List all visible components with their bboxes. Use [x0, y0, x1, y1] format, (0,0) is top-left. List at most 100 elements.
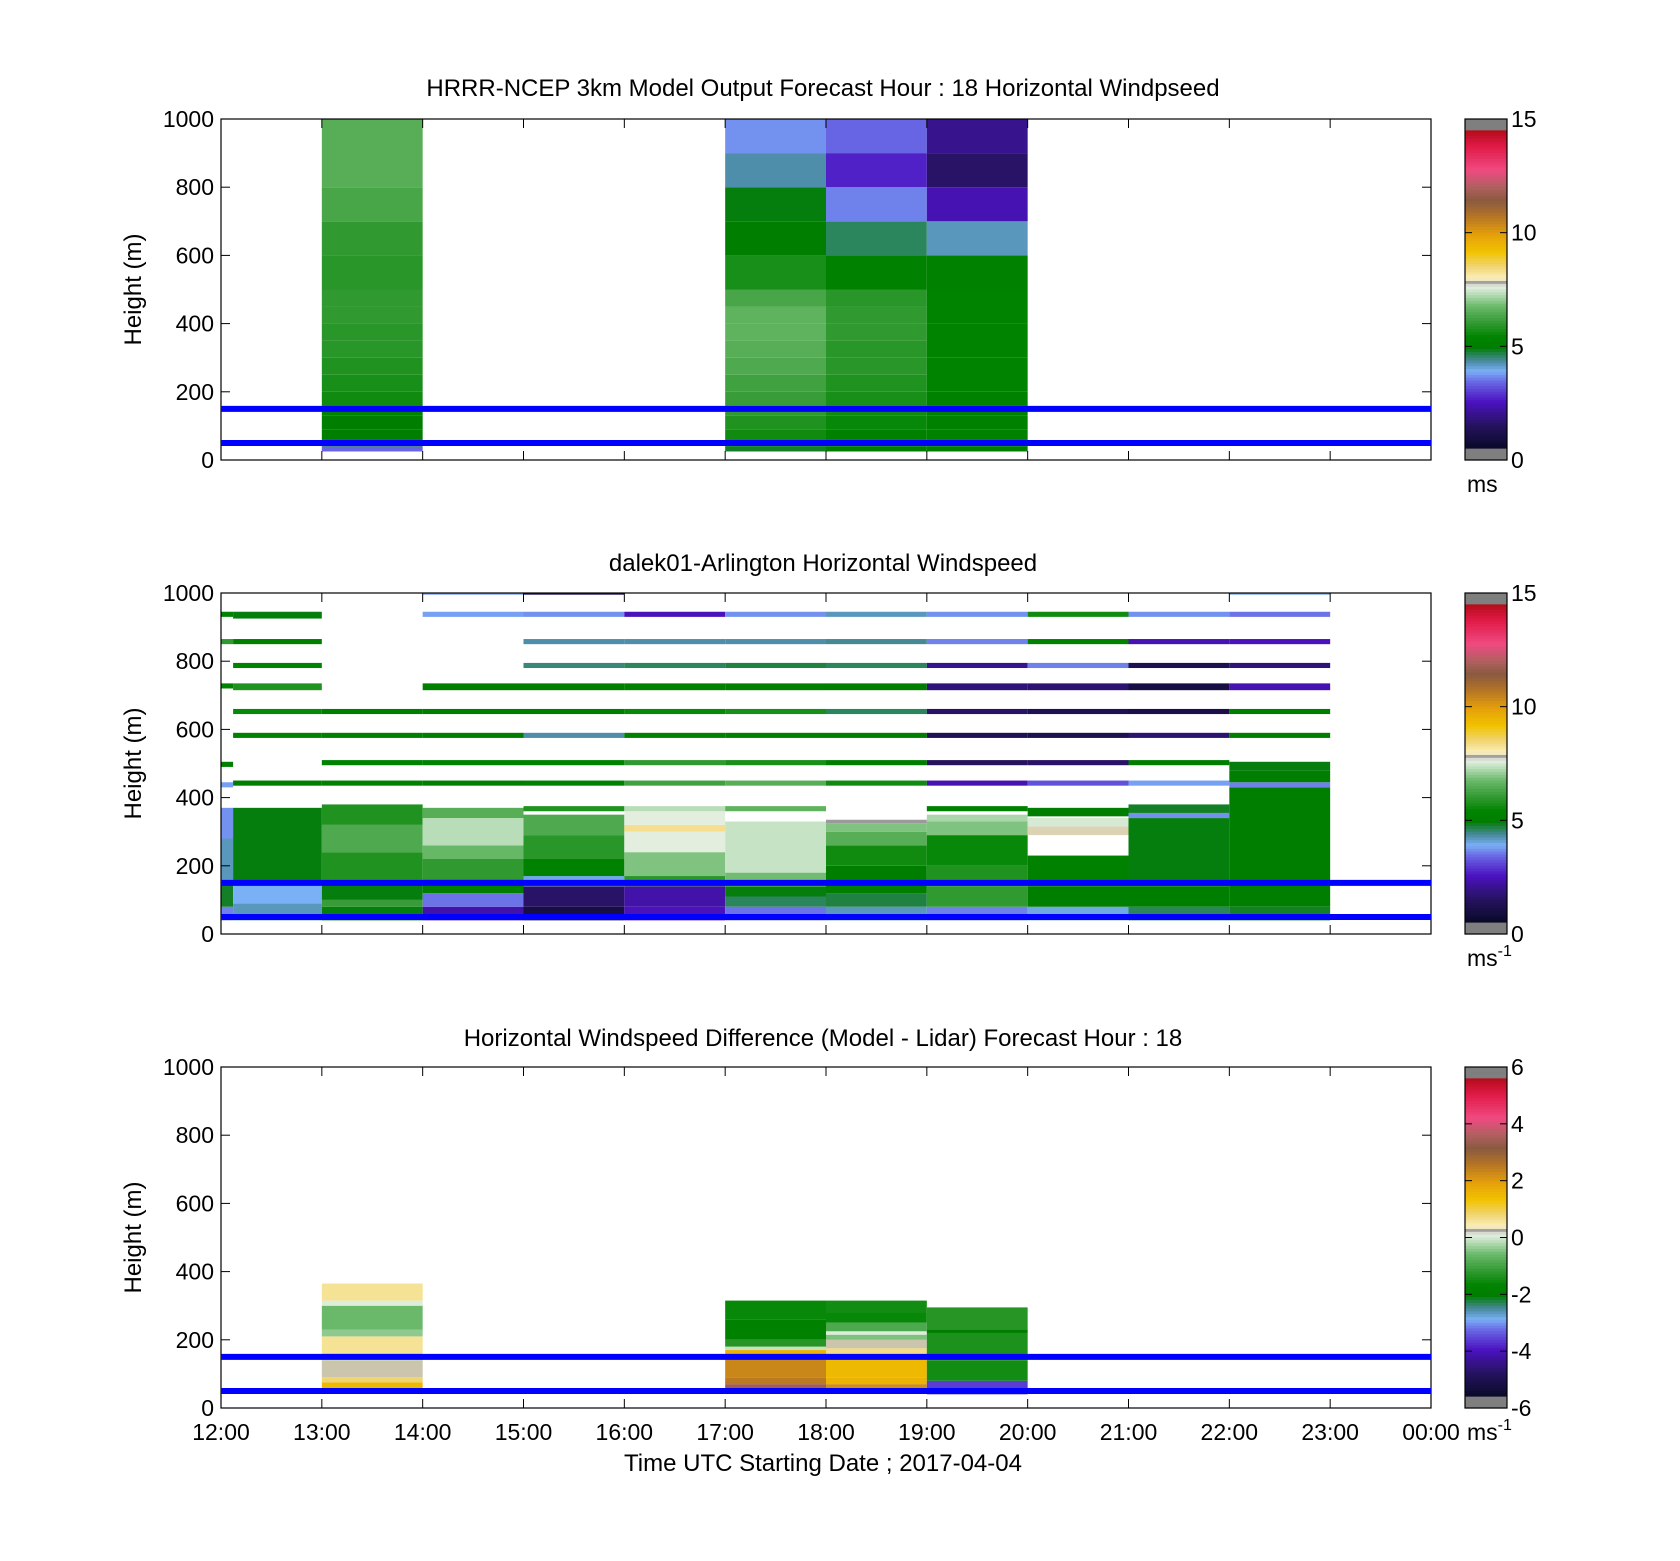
colorbar-segment	[1465, 1396, 1507, 1401]
heatmap-cell	[233, 611, 322, 619]
heatmap-cell	[422, 708, 524, 715]
heatmap-cell	[321, 804, 423, 825]
heatmap-cell	[321, 760, 423, 766]
colorbar-segment	[1465, 286, 1507, 291]
colorbar-segment	[1465, 391, 1507, 396]
heatmap-cell	[926, 611, 1028, 617]
colorbar-segment	[1465, 431, 1507, 436]
colorbar-segment	[1465, 226, 1507, 231]
heatmap-cell	[826, 760, 927, 766]
heatmap-cell	[826, 1334, 927, 1340]
heatmap-cell	[422, 780, 524, 786]
heatmap-cell	[233, 662, 322, 669]
colorbar-segment	[1465, 644, 1507, 648]
heatmap-cell	[1128, 760, 1230, 766]
panel-title: Horizontal Windspeed Difference (Model -…	[464, 1025, 1183, 1052]
heatmap-cell	[725, 1377, 826, 1385]
heatmap-cell	[725, 611, 826, 617]
colorbar-tick-labels: 0 5 10 15	[1511, 106, 1537, 473]
heatmap-cell	[1128, 804, 1230, 813]
colorbar-segment	[1465, 1291, 1507, 1295]
colorbar-segment	[1465, 894, 1507, 898]
colorbar-tick-labels: 0 5 10 15	[1511, 580, 1537, 947]
colorbar-tick-label: -2	[1511, 1281, 1531, 1307]
colorbar-segment	[1465, 723, 1507, 728]
heatmap-cell	[926, 806, 1028, 812]
colorbar-tick-label: 4	[1511, 1111, 1524, 1137]
y-axis-label: Height (m)	[120, 233, 147, 345]
colorbar-segment	[1465, 1271, 1507, 1276]
heatmap-cell	[321, 1360, 423, 1378]
x-tick-label: 13:00	[293, 1419, 351, 1445]
heatmap-cell	[422, 807, 524, 819]
colorbar-segment	[1465, 1282, 1507, 1287]
colorbar-segment	[1465, 1123, 1507, 1128]
colorbar-segment	[1465, 1112, 1507, 1116]
colorbar-segment	[1465, 1265, 1507, 1270]
colorbar-segment	[1465, 306, 1507, 310]
colorbar-segment	[1465, 195, 1507, 200]
colorbar-segment	[1465, 1405, 1507, 1409]
colorbar-segment	[1465, 1101, 1507, 1105]
heatmap-cell	[725, 415, 826, 430]
heatmap-cell	[725, 1300, 826, 1320]
colorbar-segment	[1465, 1180, 1507, 1185]
colorbar-segment	[1465, 175, 1507, 180]
heatmap-cell	[926, 221, 1028, 256]
heatmap-cell	[624, 708, 726, 715]
heatmap-cell	[725, 221, 826, 256]
colorbar-segment	[1465, 1149, 1507, 1153]
colorbar-segment	[1465, 1356, 1507, 1361]
colorbar-segment	[1465, 1248, 1507, 1253]
colorbar-segment	[1465, 740, 1507, 745]
colorbar-segment	[1465, 814, 1507, 819]
colorbar-segment	[1465, 877, 1507, 881]
x-tick-label: 20:00	[999, 1419, 1057, 1445]
y-axis-label: Height (m)	[120, 1181, 147, 1293]
heatmap-cell	[725, 780, 826, 786]
colorbar-segment	[1465, 627, 1507, 631]
heatmap-cell	[1027, 611, 1129, 617]
colorbar-segment	[1465, 340, 1507, 345]
colorbar-segment	[1465, 828, 1507, 833]
colorbar-segment	[1465, 295, 1507, 299]
heatmap-cell	[321, 1300, 423, 1306]
heatmap-cell	[523, 662, 625, 669]
colorbar-segment	[1465, 374, 1507, 379]
heatmap-cell	[221, 807, 234, 839]
colorbar-segment	[1465, 1138, 1507, 1142]
colorbar-segment	[1465, 1393, 1507, 1398]
heatmap-cell	[725, 323, 826, 341]
colorbar-segment	[1465, 661, 1507, 665]
colorbar-segment	[1465, 397, 1507, 401]
colorbar-segment	[1465, 1223, 1507, 1227]
colorbar-segment	[1465, 246, 1507, 251]
heatmap-cell	[523, 611, 625, 617]
heatmap-cell	[422, 683, 524, 691]
colorbar-tick-label: -6	[1511, 1395, 1531, 1421]
y-tick-label: 800	[176, 648, 214, 674]
colorbar-segment	[1465, 1257, 1507, 1261]
colorbar-unit-label: ms	[1467, 471, 1498, 497]
colorbar-segment	[1465, 649, 1507, 654]
colorbar-segment	[1465, 334, 1507, 339]
colorbar-segment	[1465, 1334, 1507, 1338]
colorbar-segment	[1465, 124, 1507, 129]
heatmap-cell	[826, 1384, 927, 1391]
heatmap-cell	[826, 1312, 927, 1323]
heatmap-cell	[321, 708, 423, 715]
colorbar-segment	[1465, 244, 1507, 248]
heatmap-cell	[321, 1382, 423, 1391]
heatmap-cell	[321, 899, 423, 907]
colorbar-segment	[1465, 823, 1507, 827]
y-tick-label: 600	[176, 1190, 214, 1216]
heatmap-cell	[1128, 818, 1230, 887]
colorbar-segment	[1465, 144, 1507, 149]
colorbar-segment	[1465, 880, 1507, 884]
colorbar-segment	[1465, 263, 1507, 268]
colorbar-segment	[1465, 1194, 1507, 1199]
y-tick-label: 200	[176, 379, 214, 405]
heatmap-cell	[926, 187, 1028, 222]
colorbar-segment	[1465, 1160, 1507, 1165]
heatmap-cell	[624, 831, 726, 853]
